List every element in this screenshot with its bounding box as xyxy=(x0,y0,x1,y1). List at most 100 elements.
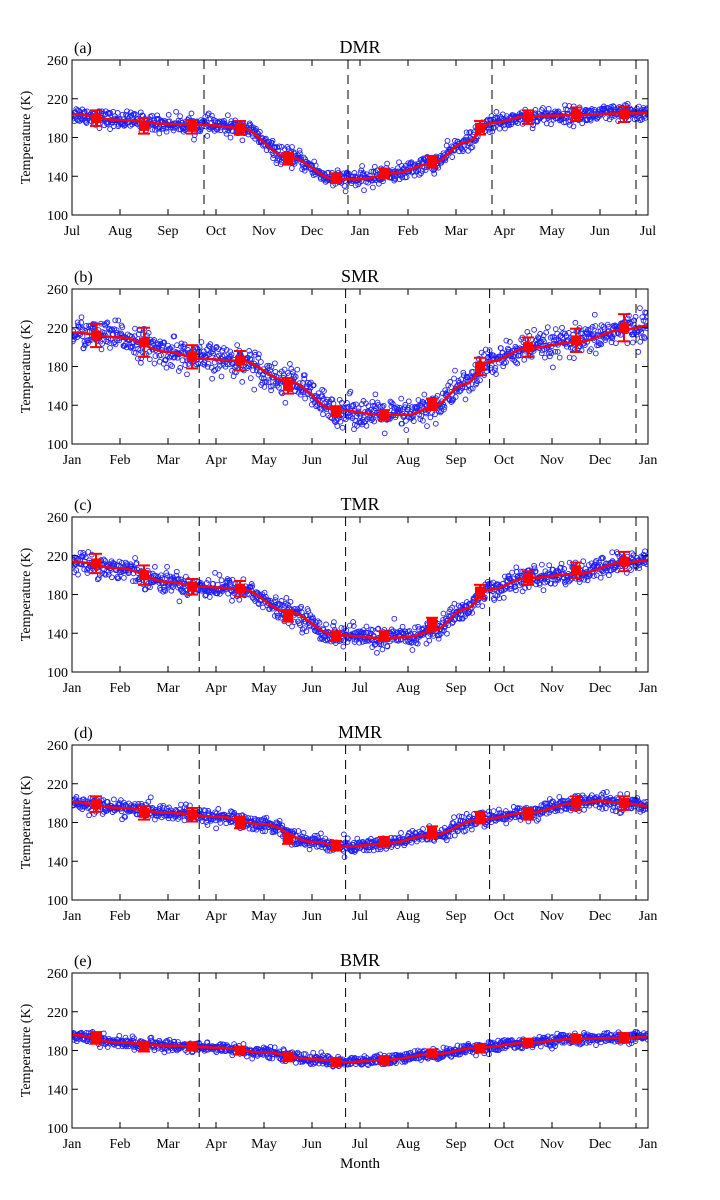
mean-square xyxy=(235,583,245,594)
scatter-point xyxy=(292,373,299,380)
scatter-point xyxy=(152,563,158,570)
scatter-point xyxy=(256,351,262,358)
scatter-point xyxy=(130,111,137,118)
scatter-point xyxy=(584,577,591,584)
scatter-point xyxy=(469,385,476,392)
y-tick-label: 220 xyxy=(47,93,68,108)
panel-letter: (b) xyxy=(74,269,93,286)
scatter-point xyxy=(468,826,475,833)
x-tick-label: Dec xyxy=(589,453,612,468)
scatter-point xyxy=(350,619,356,625)
scatter-point xyxy=(451,375,457,382)
scatter-point xyxy=(256,139,262,146)
scatter-point xyxy=(170,127,177,134)
scatter-point xyxy=(600,790,607,796)
scatter-point xyxy=(124,113,131,119)
scatter-point xyxy=(363,422,370,429)
mean-square xyxy=(91,558,101,569)
scatter-point xyxy=(258,359,264,365)
mean-square xyxy=(91,330,101,341)
y-tick-label: 180 xyxy=(47,132,68,147)
scatter-point xyxy=(588,792,595,799)
monthly-mean-marker xyxy=(426,154,438,169)
scatter-point xyxy=(355,405,362,412)
scatter-point xyxy=(448,384,454,390)
scatter-point xyxy=(614,550,621,557)
scatter-point xyxy=(514,360,521,367)
scatter-point xyxy=(217,820,224,826)
scatter-point xyxy=(452,367,458,374)
scatter-point xyxy=(379,646,386,653)
scatter-point xyxy=(100,1030,107,1037)
scatter-point xyxy=(628,567,634,573)
scatter-point xyxy=(341,182,348,189)
scatter-point xyxy=(644,561,648,568)
scatter-point xyxy=(279,602,285,608)
monthly-mean-marker xyxy=(186,119,198,135)
scatter-point xyxy=(200,348,207,355)
y-tick-label: 220 xyxy=(47,778,68,793)
scatter-point xyxy=(263,379,270,385)
scatter-point xyxy=(115,317,122,324)
scatter-point xyxy=(339,424,346,431)
monthly-mean-marker xyxy=(570,327,582,353)
monthly-mean-marker xyxy=(138,117,150,135)
y-tick-label: 260 xyxy=(47,54,68,69)
scatter-point xyxy=(163,364,170,371)
scatter-point xyxy=(289,144,295,150)
scatter-point xyxy=(420,417,426,424)
scatter-point xyxy=(272,597,279,603)
scatter-point xyxy=(544,324,551,331)
panel-letter: (c) xyxy=(74,497,92,514)
scatter-point xyxy=(84,108,90,115)
x-tick-label: Apr xyxy=(205,681,227,696)
scatter-point xyxy=(283,595,290,601)
scatter-point xyxy=(403,427,410,433)
scatter-point xyxy=(269,137,276,144)
scatter-point xyxy=(114,110,121,116)
y-tick-label: 180 xyxy=(47,361,68,376)
scatter-point xyxy=(370,847,377,854)
scatter-point xyxy=(132,350,139,356)
scatter-point xyxy=(361,187,367,194)
scatter-point xyxy=(469,610,475,616)
scatter-point xyxy=(403,174,410,180)
y-tick-label: 140 xyxy=(47,170,68,185)
scatter-point xyxy=(447,606,454,613)
scatter-point xyxy=(255,354,262,361)
scatter-point xyxy=(119,324,126,331)
scatter-point xyxy=(82,554,89,561)
scatter-point xyxy=(402,628,409,635)
scatter-point xyxy=(572,319,579,326)
scatter-point xyxy=(158,572,164,579)
monthly-mean-marker xyxy=(426,825,438,839)
scatter-point xyxy=(493,109,500,115)
scatter-point xyxy=(162,587,169,594)
scatter-point xyxy=(347,622,353,629)
scatter-point xyxy=(297,622,303,628)
scatter-point xyxy=(374,399,381,406)
scatter-point xyxy=(637,305,643,311)
scatter-point xyxy=(444,137,451,144)
scatter-point xyxy=(131,110,138,117)
scatter-point xyxy=(287,598,294,605)
scatter-point xyxy=(517,352,524,359)
x-tick-label: Nov xyxy=(540,681,564,696)
scatter-point xyxy=(216,352,222,359)
scatter-point xyxy=(310,382,317,389)
scatter-point xyxy=(145,798,152,805)
scatter-point xyxy=(75,571,81,578)
mean-square xyxy=(91,799,101,810)
scatter-point xyxy=(204,363,211,370)
scatter-point xyxy=(440,610,447,617)
scatter-point xyxy=(613,795,620,801)
scatter-point xyxy=(100,556,107,563)
x-tick-label: Feb xyxy=(110,909,131,924)
x-tick-label: Mar xyxy=(156,909,180,924)
scatter-point xyxy=(597,574,604,581)
scatter-point xyxy=(432,420,439,427)
scatter-point xyxy=(368,835,374,842)
scatter-point xyxy=(218,577,225,584)
scatter-point xyxy=(639,314,646,320)
scatter-point xyxy=(463,129,470,136)
